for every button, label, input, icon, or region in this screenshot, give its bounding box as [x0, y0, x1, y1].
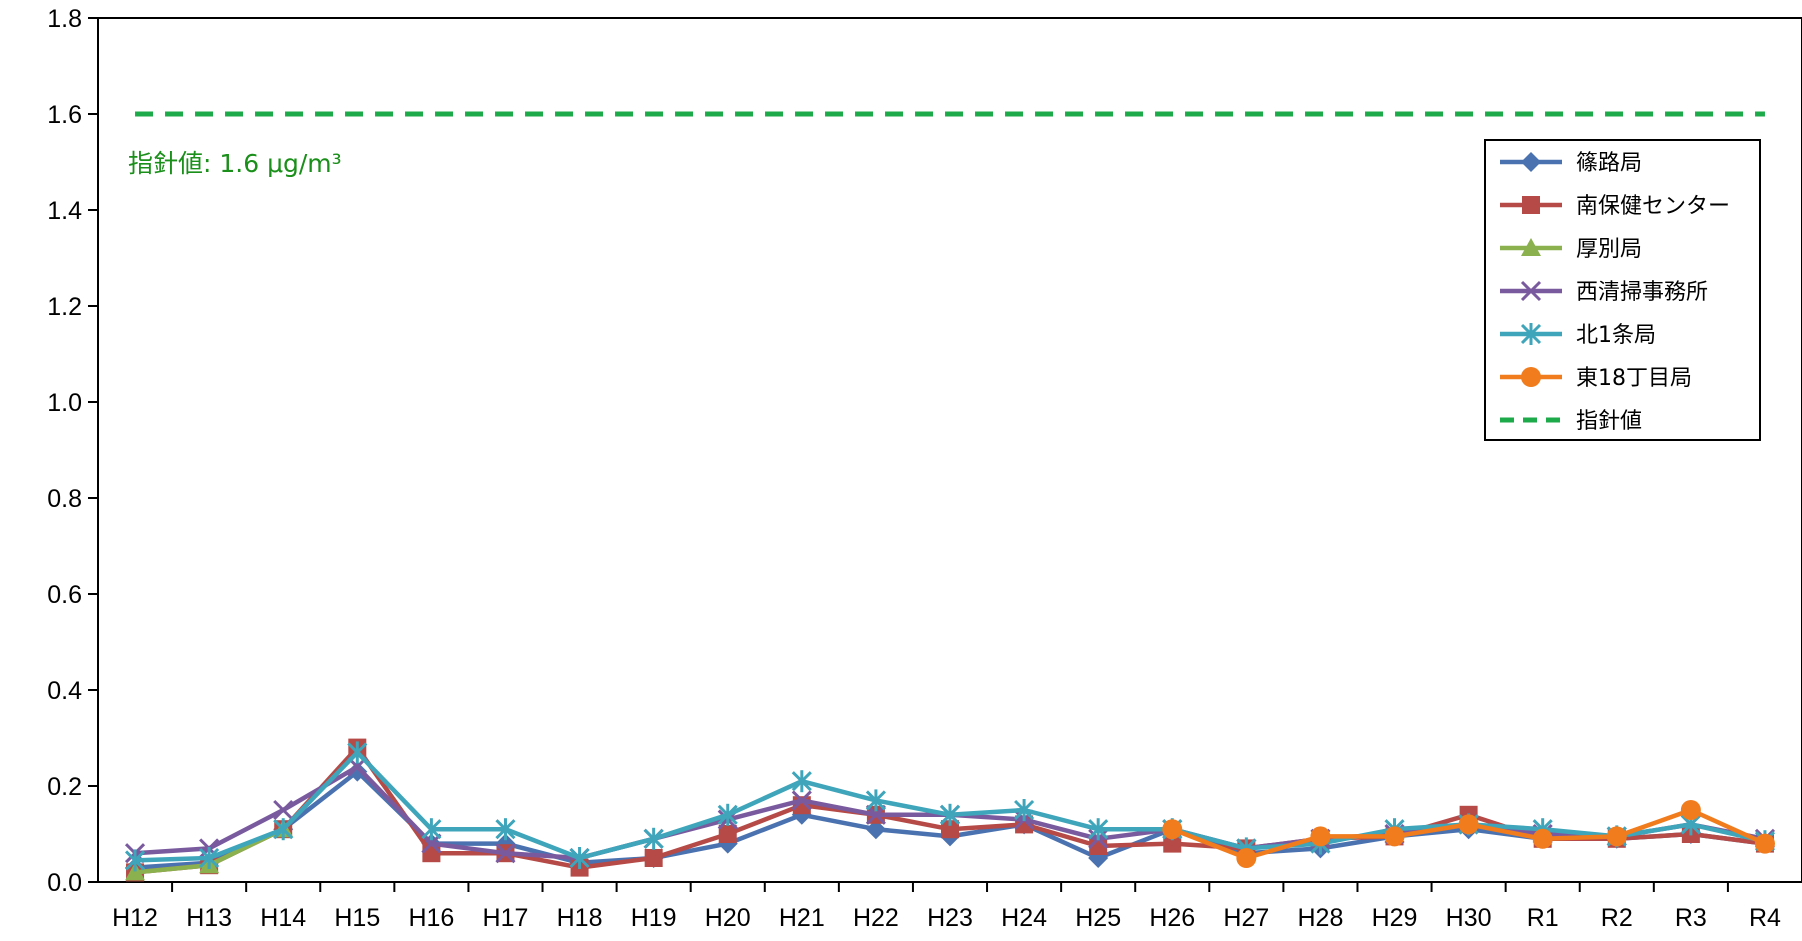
- data-point: [347, 761, 368, 782]
- x-tick-label: H19: [631, 904, 677, 932]
- data-point: [569, 847, 590, 869]
- data-point: [421, 833, 442, 854]
- legend-item: 篠路局: [1500, 151, 1642, 176]
- y-axis: 0.0 0.2 0.4 0.6 0.8 1.0 1.2 1.4 1.6 1.8: [47, 5, 98, 897]
- data-point: [421, 818, 442, 841]
- data-point: [1310, 826, 1331, 847]
- y-tick-label: 1.8: [47, 5, 82, 33]
- x-tick-label: H18: [557, 904, 603, 932]
- legend-item: 指針値: [1500, 409, 1642, 434]
- data-point: [939, 803, 961, 826]
- x-tick-label: H23: [927, 904, 973, 932]
- data-point: [1088, 818, 1109, 841]
- data-point: [273, 799, 294, 821]
- data-point: [495, 818, 516, 841]
- y-tick-label: 0.6: [47, 581, 82, 609]
- legend-item: 南保健センター: [1500, 194, 1730, 219]
- legend-marker: [1520, 323, 1542, 345]
- data-point: [1162, 819, 1183, 840]
- data-point: [495, 843, 516, 864]
- x-tick-label: H28: [1297, 904, 1343, 932]
- x-tick-label: H21: [779, 904, 825, 932]
- data-point: [865, 789, 886, 812]
- legend-marker: [1522, 196, 1540, 214]
- x-tick-label: R3: [1675, 904, 1707, 932]
- x-tick-label: H26: [1149, 904, 1195, 932]
- legend-item: 東18丁目局: [1500, 366, 1692, 391]
- legend-marker: [1521, 367, 1541, 387]
- data-point: [865, 819, 886, 840]
- y-tick-label: 1.4: [47, 197, 82, 225]
- series-layer: [124, 738, 1776, 882]
- legend-label: 南保健センター: [1576, 194, 1730, 219]
- data-point: [1163, 834, 1182, 853]
- data-point: [791, 790, 812, 811]
- legend-label: 西清掃事務所: [1576, 280, 1708, 305]
- x-tick-label: H27: [1223, 904, 1269, 932]
- x-axis: H12 H13 H14 H15 H16 H17 H18 H19 H20 H21 H22 H23 H24 H…: [112, 882, 1781, 932]
- series-6: [1162, 800, 1775, 868]
- y-tick-label: 1.0: [47, 389, 82, 417]
- data-point: [199, 847, 220, 869]
- data-point: [644, 849, 663, 867]
- x-tick-label: H25: [1075, 904, 1121, 932]
- y-tick-label: 0.2: [47, 773, 82, 801]
- x-tick-label: H16: [408, 904, 454, 932]
- data-point: [643, 827, 664, 850]
- x-tick-label: H12: [112, 904, 158, 932]
- data-point: [1236, 848, 1257, 868]
- x-tick-label: H24: [1001, 904, 1047, 932]
- x-tick-label: R4: [1749, 904, 1781, 932]
- x-tick-label: H15: [334, 904, 380, 932]
- legend-label: 厚別局: [1576, 237, 1642, 262]
- x-tick-label: H17: [483, 904, 529, 932]
- data-point: [273, 818, 294, 841]
- y-tick-label: 1.6: [47, 101, 82, 129]
- y-tick-label: 0.0: [47, 869, 82, 897]
- data-point: [1384, 826, 1405, 847]
- data-point: [1606, 826, 1627, 847]
- legend-item: 北1条局: [1500, 323, 1656, 348]
- legend-label: 北1条局: [1576, 323, 1656, 348]
- legend-item: 西清掃事務所: [1500, 280, 1708, 305]
- x-tick-label: H13: [186, 904, 232, 932]
- data-point: [347, 741, 368, 764]
- data-point: [1532, 828, 1553, 849]
- x-tick-label: R2: [1601, 904, 1633, 932]
- data-point: [1680, 800, 1701, 820]
- data-point: [941, 820, 959, 839]
- data-point: [791, 770, 812, 793]
- legend-label: 指針値: [1576, 409, 1642, 434]
- x-tick-label: H30: [1446, 904, 1492, 932]
- data-point: [1754, 833, 1775, 854]
- data-point: [1458, 814, 1479, 835]
- legend-label: 篠路局: [1576, 151, 1642, 176]
- data-point: [1014, 799, 1035, 821]
- data-point: [717, 803, 738, 826]
- guideline: 指針値: 1.6 μg/m³: [128, 111, 1765, 178]
- x-tick-label: H20: [705, 904, 751, 932]
- x-tick-label: H14: [260, 904, 306, 932]
- legend-item: 厚別局: [1500, 237, 1642, 262]
- guideline-label: 指針値: 1.6 μg/m³: [128, 149, 342, 178]
- legend-label: 東18丁目局: [1576, 366, 1692, 391]
- data-point: [124, 849, 146, 872]
- legend-marker: [1521, 152, 1541, 172]
- x-tick-label: H29: [1372, 904, 1418, 932]
- legend-marker: [1521, 238, 1541, 256]
- y-tick-label: 1.2: [47, 293, 82, 321]
- data-point: [422, 844, 441, 863]
- x-tick-label: R1: [1527, 904, 1559, 932]
- y-tick-label: 0.4: [47, 677, 82, 705]
- x-tick-label: H22: [853, 904, 899, 932]
- data-point: [718, 825, 737, 843]
- y-tick-label: 0.8: [47, 485, 82, 513]
- legend-marker: [1520, 280, 1542, 302]
- data-point: [865, 804, 886, 825]
